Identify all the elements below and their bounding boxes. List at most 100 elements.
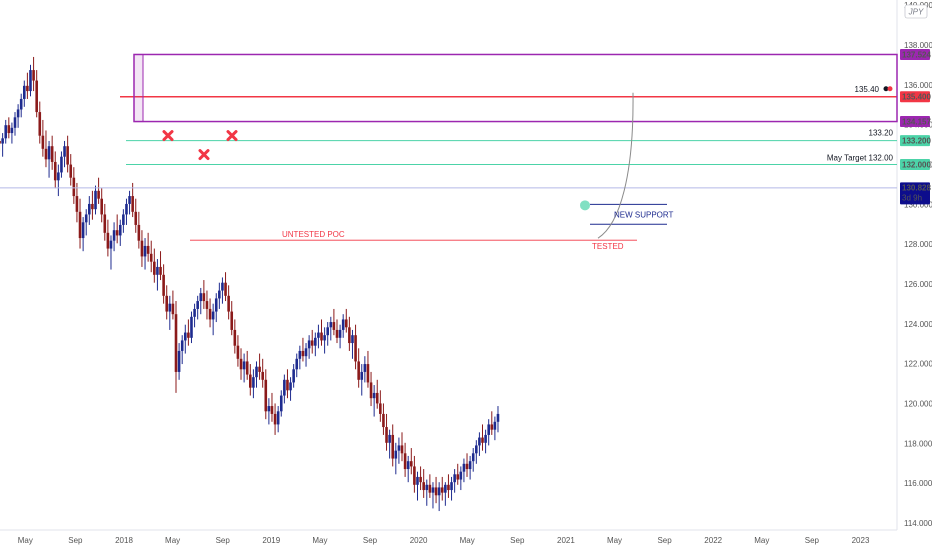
candle xyxy=(416,471,419,501)
candle-body xyxy=(360,371,364,380)
candle-body xyxy=(187,332,190,338)
candle-body xyxy=(301,350,305,357)
candle-body xyxy=(453,474,456,483)
candle-body xyxy=(289,382,292,391)
level-annotation-may-target: May Target 132.00 xyxy=(827,154,894,163)
candle-body xyxy=(332,322,336,330)
candle-body xyxy=(63,146,66,157)
price-level-label-bg xyxy=(900,48,930,60)
candle-body xyxy=(196,301,199,309)
candle xyxy=(493,416,497,441)
candle xyxy=(156,259,159,291)
candle-body xyxy=(140,240,144,257)
candle xyxy=(187,319,190,346)
candle xyxy=(196,295,199,320)
candle-body xyxy=(146,245,150,254)
level-annotation-135-40: 135.40 xyxy=(855,85,880,94)
candle-body xyxy=(122,214,125,225)
candle-body xyxy=(1,138,4,144)
candle xyxy=(444,482,447,506)
candle-body xyxy=(298,350,302,359)
candle xyxy=(366,350,370,388)
candle-body xyxy=(249,374,252,388)
candle-body xyxy=(50,146,54,162)
candle-body xyxy=(134,211,138,225)
candle xyxy=(329,316,333,341)
candle xyxy=(478,432,481,456)
time-tick-label: Sep xyxy=(216,536,231,545)
candle-body xyxy=(78,211,82,239)
candle-body xyxy=(406,461,410,470)
candle-body xyxy=(245,361,249,375)
price-level-label: 132.000 xyxy=(900,159,931,170)
candle-body xyxy=(437,487,441,496)
candle xyxy=(205,290,209,320)
candle xyxy=(81,217,85,252)
candle xyxy=(403,442,407,477)
candle xyxy=(409,448,413,475)
candle-body xyxy=(118,224,122,236)
price-level-label-text: 130.828 xyxy=(902,184,931,193)
candle xyxy=(183,324,187,354)
candle xyxy=(4,119,8,144)
candle-body xyxy=(153,261,156,275)
candle-body xyxy=(323,335,326,341)
candle xyxy=(431,482,435,509)
candle-body xyxy=(267,406,271,412)
candle-body xyxy=(38,112,42,136)
candle-body xyxy=(375,392,379,404)
time-tick-label: Sep xyxy=(68,536,83,545)
candle-body xyxy=(468,461,472,470)
candle xyxy=(236,335,240,367)
candle xyxy=(400,432,404,462)
candle xyxy=(97,177,100,204)
candle-body xyxy=(354,335,357,362)
candle-body xyxy=(208,308,212,320)
candle xyxy=(372,385,376,417)
candle-body xyxy=(252,377,255,388)
projection-curve xyxy=(597,92,634,239)
candle xyxy=(177,343,181,380)
candle xyxy=(264,369,268,420)
candle xyxy=(153,248,156,283)
candle-body xyxy=(53,161,57,181)
candle xyxy=(91,190,94,220)
candle-body xyxy=(236,345,240,359)
candle xyxy=(385,413,388,451)
candle-body xyxy=(97,190,100,199)
candle-body xyxy=(428,484,432,493)
red-x-stroke xyxy=(162,130,174,142)
candle xyxy=(338,324,342,349)
candle xyxy=(304,343,308,367)
candle xyxy=(227,285,230,320)
candle xyxy=(125,198,128,225)
candle-body xyxy=(456,474,460,480)
time-tick-label: Sep xyxy=(657,536,672,545)
candle-body xyxy=(100,198,103,215)
candle-body xyxy=(103,214,107,233)
candle-body xyxy=(444,484,447,493)
candle-body xyxy=(211,311,215,320)
candle xyxy=(434,476,438,504)
candle xyxy=(109,235,113,270)
price-tick-label: 114.000 xyxy=(904,519,932,528)
candle xyxy=(249,364,252,396)
candle xyxy=(100,188,103,223)
candle-body xyxy=(4,125,8,139)
candle-body xyxy=(75,196,79,212)
price-level-label-bg xyxy=(900,91,930,103)
candle xyxy=(456,463,460,485)
candle-body xyxy=(22,85,26,99)
candle xyxy=(75,182,79,223)
candle-body xyxy=(221,282,224,291)
candle xyxy=(258,353,261,380)
candle-body xyxy=(270,406,274,414)
price-level-label-text: 137.524 xyxy=(902,50,931,59)
candle-body xyxy=(128,196,131,204)
time-tick-label: 2022 xyxy=(704,536,722,545)
candle xyxy=(475,440,478,464)
price-level-label: 135.400 xyxy=(900,91,931,103)
candle-body xyxy=(183,332,187,341)
candle-body xyxy=(363,364,367,372)
price-level-label-text: 133.200 xyxy=(902,136,931,145)
